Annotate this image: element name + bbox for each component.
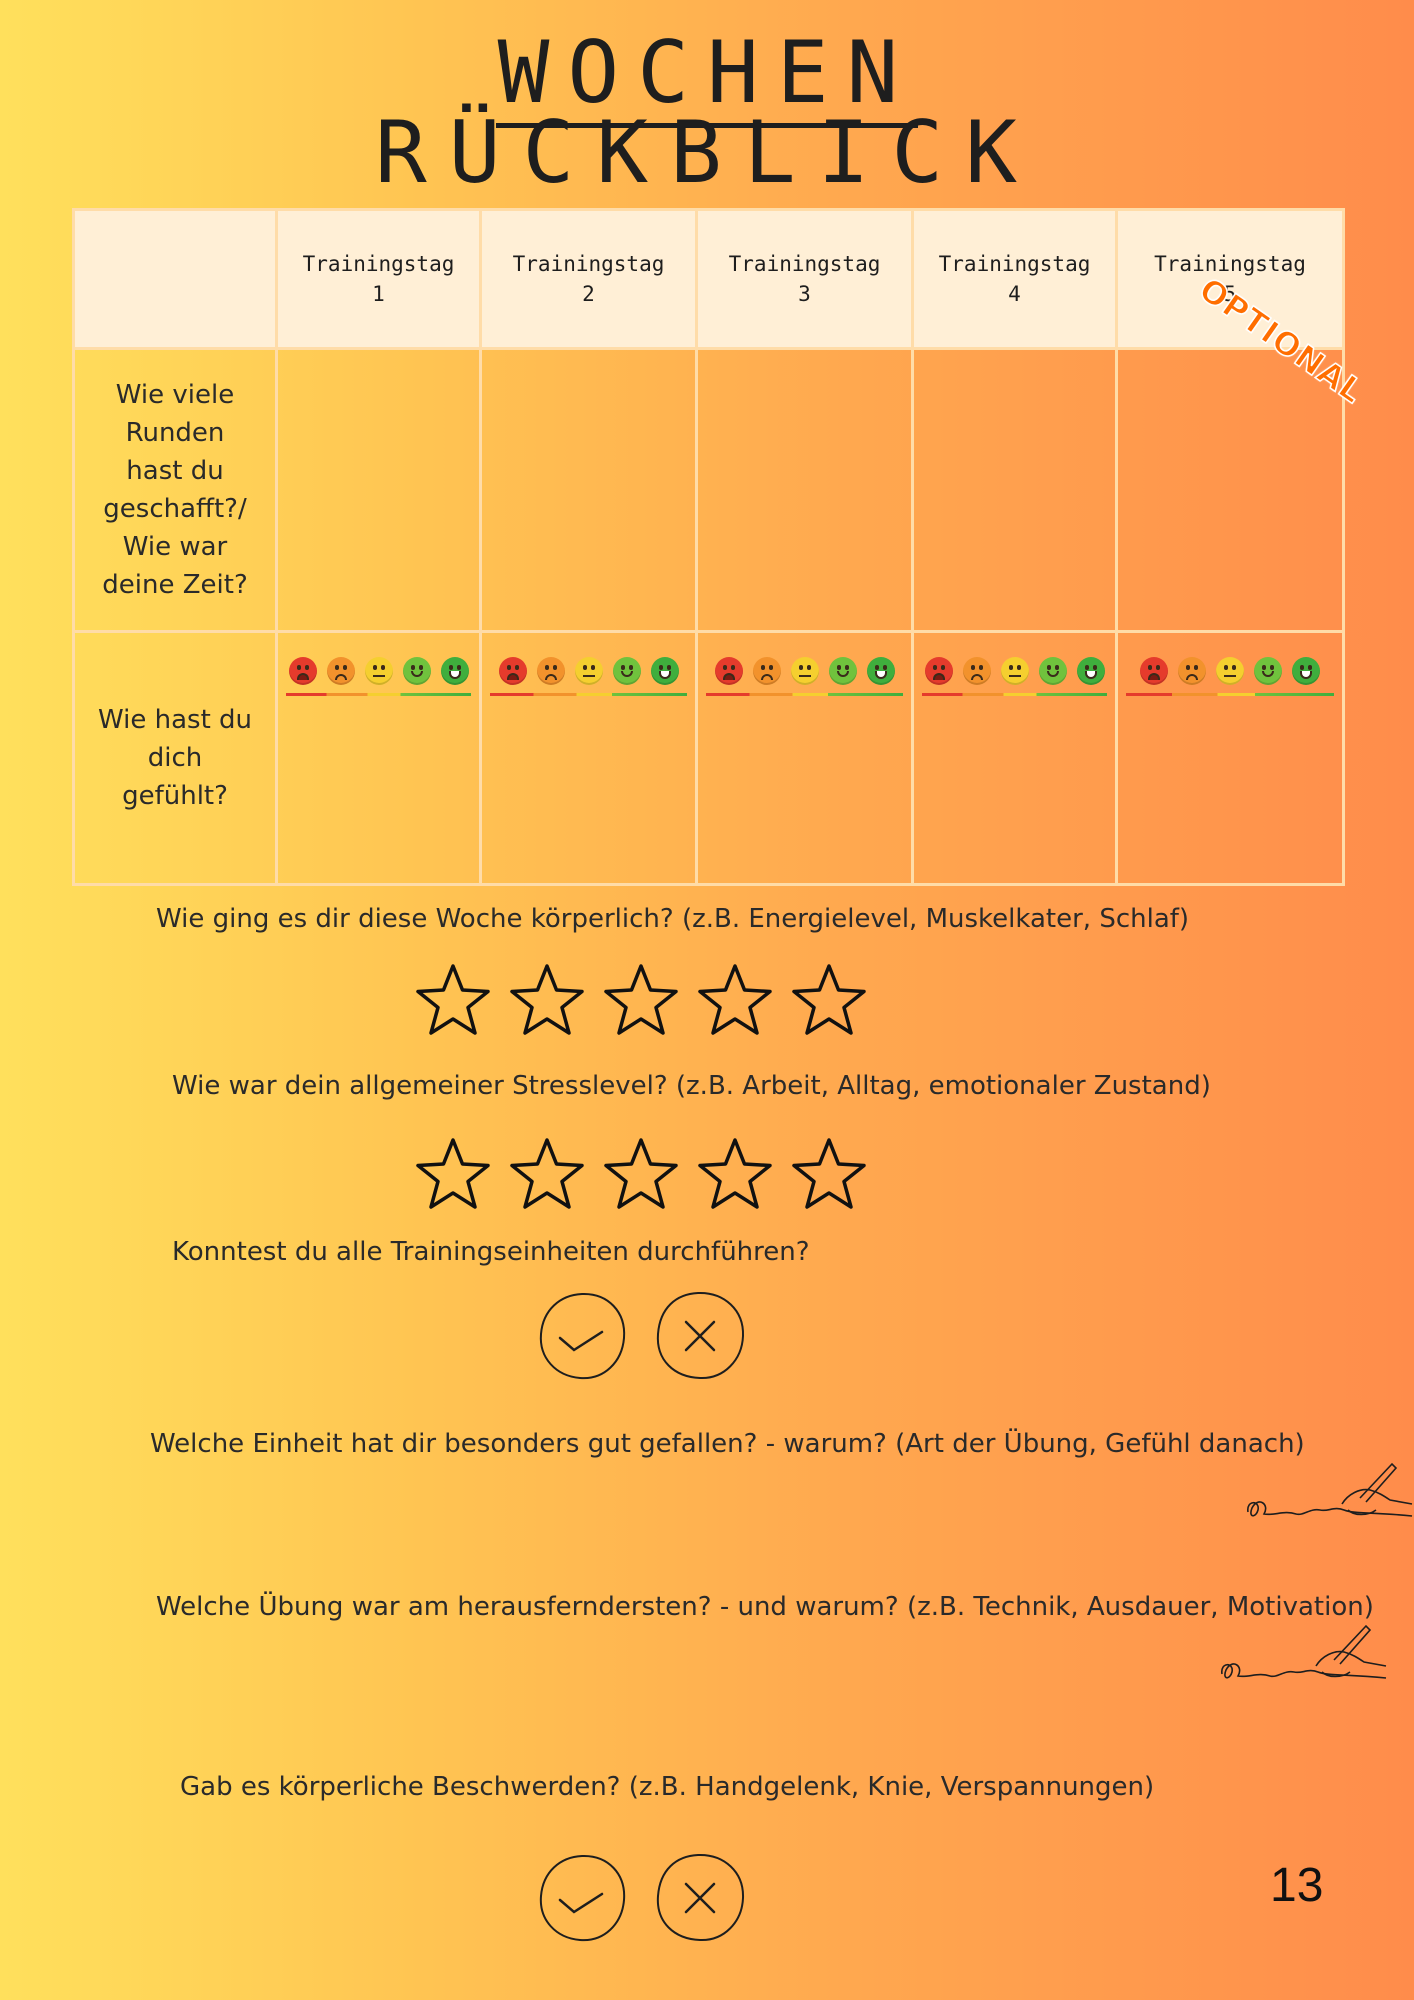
header-day-5: Trainingstag 5: [1115, 208, 1345, 350]
question-completed: Konntest du alle Trainingseinheiten durc…: [172, 1237, 810, 1267]
writing-hand-icon: [1221, 1624, 1387, 1679]
angry-face-icon[interactable]: [288, 657, 317, 685]
header-day-3: Trainingstag 3: [695, 208, 914, 350]
choices-complaints: [536, 1852, 746, 1944]
sad-face-icon[interactable]: [962, 657, 991, 685]
mood-scale: [482, 657, 695, 685]
mood-cell-day-3[interactable]: [695, 630, 914, 886]
page-number: 13: [1270, 1859, 1324, 1912]
question-challenging: Welche Übung war am herausferndersten? -…: [156, 1592, 1374, 1622]
star-outline-icon[interactable]: [790, 962, 868, 1040]
check-circle-icon[interactable]: [536, 1852, 628, 1944]
input-cell-rounds-day-2[interactable]: [479, 347, 698, 633]
mood-cell-day-5[interactable]: [1115, 630, 1345, 886]
grin-face-icon[interactable]: [650, 657, 679, 685]
input-cell-rounds-day-1[interactable]: [275, 347, 482, 633]
header-day-2: Trainingstag 2: [479, 208, 698, 350]
input-cell-rounds-day-5[interactable]: [1115, 347, 1345, 633]
question-favorite: Welche Einheit hat dir besonders gut gef…: [150, 1429, 1305, 1459]
neutral-face-icon[interactable]: [1216, 657, 1244, 685]
neutral-face-icon[interactable]: [1000, 657, 1029, 685]
title-line2: RÜCKBLICK: [375, 103, 1039, 203]
mood-scale-bar: [922, 693, 1107, 696]
mood-scale: [278, 657, 479, 685]
row-label-mood: Wie hast du dich gefühlt?: [72, 630, 278, 886]
angry-face-icon[interactable]: [498, 657, 527, 685]
star-outline-icon[interactable]: [414, 1136, 492, 1214]
mood-cell-day-1[interactable]: [275, 630, 482, 886]
rating-physical: [414, 962, 868, 1040]
neutral-face-icon[interactable]: [790, 657, 819, 685]
smile-face-icon[interactable]: [828, 657, 857, 685]
angry-face-icon[interactable]: [1140, 657, 1168, 685]
star-outline-icon[interactable]: [602, 962, 680, 1040]
check-circle-icon[interactable]: [536, 1290, 628, 1382]
header-row: Trainingstag 1 Trainingstag 2 Trainingstag…: [72, 208, 1345, 350]
mood-cell-day-4[interactable]: [911, 630, 1118, 886]
mood-scale: [1118, 657, 1342, 685]
angry-face-icon[interactable]: [924, 657, 953, 685]
mood-scale-bar: [490, 693, 687, 696]
smile-face-icon[interactable]: [612, 657, 641, 685]
grin-face-icon[interactable]: [1076, 657, 1105, 685]
choices-completed: [536, 1290, 746, 1382]
star-outline-icon[interactable]: [696, 1136, 774, 1214]
sad-face-icon[interactable]: [1178, 657, 1206, 685]
grin-face-icon[interactable]: [1292, 657, 1320, 685]
neutral-face-icon[interactable]: [364, 657, 393, 685]
question-complaints: Gab es körperliche Beschwerden? (z.B. Ha…: [180, 1772, 1155, 1802]
neutral-face-icon[interactable]: [574, 657, 603, 685]
angry-face-icon[interactable]: [714, 657, 743, 685]
star-outline-icon[interactable]: [508, 1136, 586, 1214]
input-cell-rounds-day-4[interactable]: [911, 347, 1118, 633]
mood-scale-bar: [1126, 693, 1334, 696]
question-physical: Wie ging es dir diese Woche körperlich? …: [156, 904, 1190, 934]
row-rounds: Wie viele Runden hast du geschafft?/ Wie…: [72, 347, 1345, 633]
star-outline-icon[interactable]: [602, 1136, 680, 1214]
writing-hand-icon: [1247, 1462, 1413, 1517]
row-mood: Wie hast du dich gefühlt?: [72, 630, 1345, 886]
smile-face-icon[interactable]: [402, 657, 431, 685]
sad-face-icon[interactable]: [752, 657, 781, 685]
sad-face-icon[interactable]: [536, 657, 565, 685]
x-circle-icon[interactable]: [654, 1290, 746, 1382]
star-outline-icon[interactable]: [414, 962, 492, 1040]
grin-face-icon[interactable]: [440, 657, 469, 685]
question-stress: Wie war dein allgemeiner Stresslevel? (z…: [172, 1071, 1211, 1101]
mood-cell-day-2[interactable]: [479, 630, 698, 886]
smile-face-icon[interactable]: [1038, 657, 1067, 685]
header-empty-cell: [72, 208, 278, 350]
smile-face-icon[interactable]: [1254, 657, 1282, 685]
header-day-1: Trainingstag 1: [275, 208, 482, 350]
mood-scale-bar: [706, 693, 903, 696]
sad-face-icon[interactable]: [326, 657, 355, 685]
row-label-rounds: Wie viele Runden hast du geschafft?/ Wie…: [72, 347, 278, 633]
rating-stress: [414, 1136, 868, 1214]
star-outline-icon[interactable]: [696, 962, 774, 1040]
title-line1: WOCHEN: [0, 23, 1414, 128]
grin-face-icon[interactable]: [866, 657, 895, 685]
star-outline-icon[interactable]: [508, 962, 586, 1040]
title-word-wochen: WOCHEN: [495, 23, 919, 128]
input-cell-rounds-day-3[interactable]: [695, 347, 914, 633]
review-table: Trainingstag 1 Trainingstag 2 Trainingstag…: [72, 208, 1345, 886]
x-circle-icon[interactable]: [654, 1852, 746, 1944]
header-day-4: Trainingstag 4: [911, 208, 1118, 350]
mood-scale: [914, 657, 1115, 685]
mood-scale: [698, 657, 911, 685]
star-outline-icon[interactable]: [790, 1136, 868, 1214]
mood-scale-bar: [286, 693, 471, 696]
